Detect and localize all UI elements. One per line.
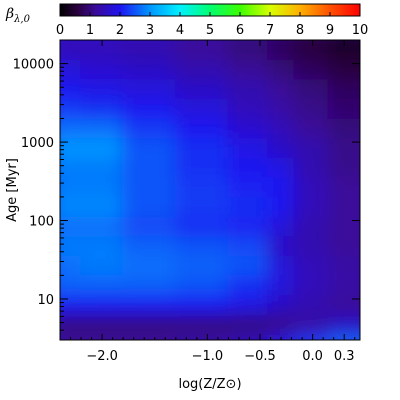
- y-tick-label: 1000: [21, 136, 54, 151]
- heatmap-area: [60, 40, 360, 340]
- colorbar-tick-label: 5: [206, 23, 214, 38]
- y-tick-label: 10: [37, 293, 54, 308]
- colorbar-tick-label: 8: [296, 23, 304, 38]
- colorbar-ticks: 0 1 2 3 4 5 6 7 8 9 10: [56, 12, 368, 38]
- y-tick-label: 10000: [13, 58, 54, 73]
- colorbar-tick-label: 4: [176, 23, 184, 38]
- heatmap-cell: [327, 40, 360, 60]
- x-tick-label: −0.5: [244, 349, 276, 364]
- x-tick-label: 0.3: [334, 349, 355, 364]
- colorbar-tick-label: 1: [86, 23, 94, 38]
- colorbar-tick-label: 7: [266, 23, 274, 38]
- colorbar-tick-label: 6: [236, 23, 244, 38]
- plot-frame: [59, 39, 361, 341]
- x-tick-label: −2.0: [86, 349, 118, 364]
- heatmap-cell: [122, 40, 187, 60]
- y-axis: 10 100 1000 10000: [13, 39, 360, 341]
- y-tick-label: 100: [29, 215, 54, 230]
- colorbar-tick-label: 0: [56, 23, 64, 38]
- heatmap-cell: [227, 40, 280, 60]
- colorbar-tick-label: 9: [326, 23, 334, 38]
- x-tick-label: −1.0: [192, 349, 224, 364]
- x-axis-title: log(Z/Z⊙): [178, 377, 241, 392]
- colorbar-tick-label: 2: [116, 23, 124, 38]
- heatmap-cells: [60, 40, 360, 340]
- x-tick-label: 0.0: [302, 349, 323, 364]
- colorbar-tick-label: 10: [352, 23, 369, 38]
- x-axis: −2.0 −1.0 −0.5 0.0 0.3: [59, 40, 356, 364]
- heatmap-cell: [175, 40, 240, 60]
- y-axis-title: Age [Myr]: [5, 158, 20, 222]
- heatmap-cell: [80, 40, 135, 60]
- colorbar-title: βλ,0: [5, 6, 31, 25]
- colorbar-tick-label: 3: [146, 23, 154, 38]
